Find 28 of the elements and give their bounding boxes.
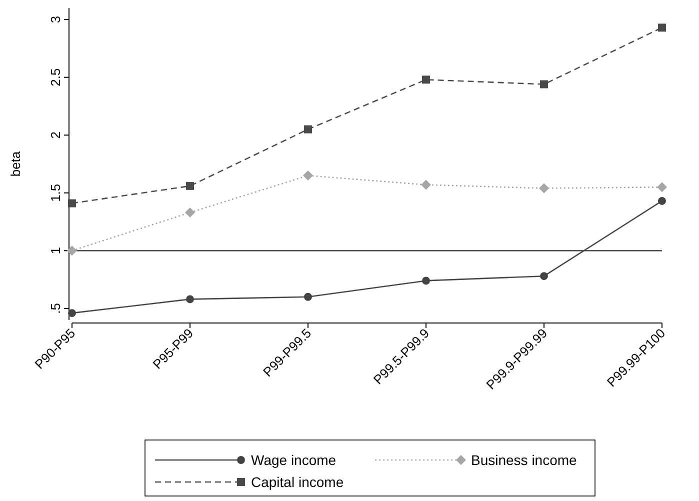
point [421, 180, 431, 190]
point [303, 170, 313, 181]
y-tick-label: 3 [48, 16, 63, 24]
point [68, 309, 76, 318]
point [422, 76, 430, 84]
point [658, 196, 666, 205]
point [304, 125, 312, 134]
point [68, 199, 76, 208]
point [67, 246, 77, 256]
point [422, 276, 430, 285]
y-tick-label: 1.5 [48, 184, 63, 202]
point [657, 182, 667, 192]
y-tick-label: 2 [48, 131, 63, 139]
y-tick-label: .5 [48, 303, 63, 314]
legend-label: Business income [471, 452, 578, 468]
legend-label: Capital income [251, 474, 344, 490]
point [539, 183, 549, 194]
point [186, 295, 194, 304]
point [185, 208, 195, 218]
y-axis-title: beta [8, 150, 23, 177]
y-tick-label: 2.5 [48, 68, 63, 86]
point [540, 80, 548, 88]
point [658, 24, 666, 32]
point [540, 272, 548, 280]
point [186, 182, 194, 190]
y-tick-label: 1 [48, 247, 63, 254]
point [304, 292, 312, 301]
legend-label: Wage income [251, 452, 336, 468]
